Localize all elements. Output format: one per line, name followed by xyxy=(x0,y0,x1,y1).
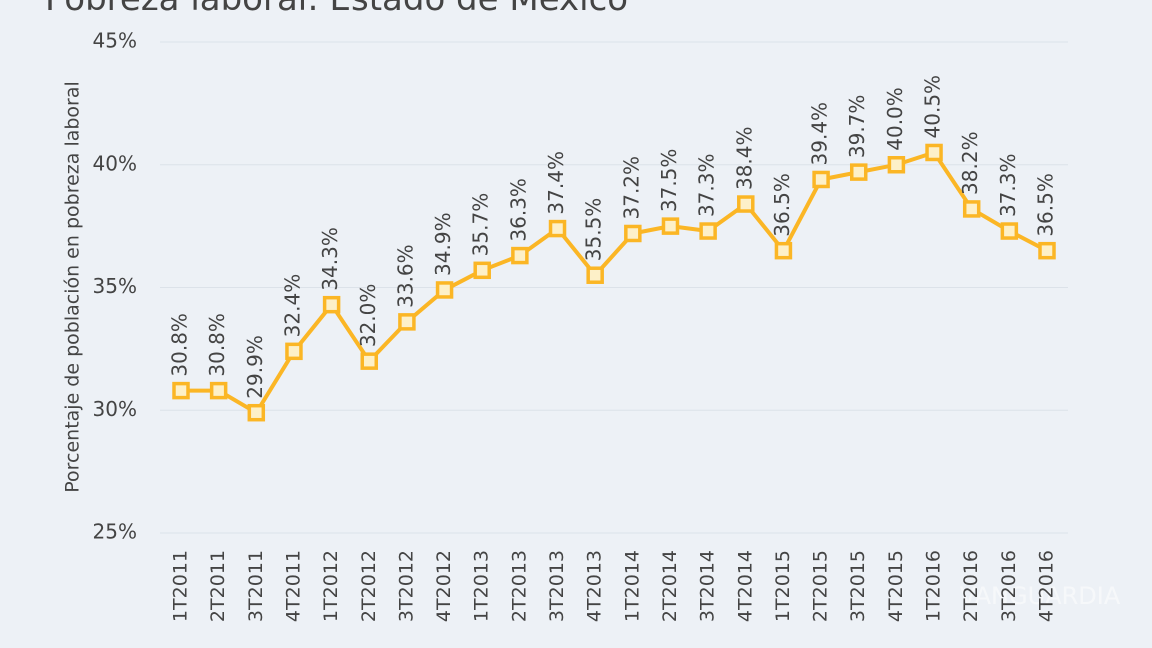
marker xyxy=(322,295,341,314)
marker xyxy=(925,143,943,162)
y-axis-label: Porcentaje de población en pobreza labor… xyxy=(62,81,84,493)
value-label: 32.0% xyxy=(356,284,380,348)
x-tick-label: 1T2016 xyxy=(923,550,945,622)
value-label: 29.9% xyxy=(243,335,267,399)
x-tick-label: 4T2015 xyxy=(885,550,907,622)
x-tick-label: 3T2013 xyxy=(546,550,568,622)
value-label: 37.5% xyxy=(657,149,681,213)
marker xyxy=(737,195,755,213)
x-tick-label: 2T2013 xyxy=(508,550,530,622)
marker xyxy=(699,222,717,240)
marker xyxy=(209,381,228,400)
y-tick-label: 45% xyxy=(93,29,137,53)
value-label: 34.9% xyxy=(431,212,455,276)
value-label: 35.5% xyxy=(582,198,606,262)
x-tick-label: 1T2014 xyxy=(621,550,643,622)
marker xyxy=(247,403,266,422)
x-tick-label: 2T2014 xyxy=(659,550,681,622)
marker xyxy=(887,156,906,174)
marker xyxy=(435,281,454,299)
x-tick-label: 1T2015 xyxy=(772,550,794,622)
value-label: 36.3% xyxy=(506,178,530,242)
x-tick-label: 3T2016 xyxy=(998,550,1020,622)
x-tick-label: 3T2015 xyxy=(847,550,869,622)
x-tick-label: 2T2012 xyxy=(358,550,380,622)
marker xyxy=(962,200,981,218)
marker xyxy=(849,163,868,181)
x-tick-label: 4T2016 xyxy=(1036,550,1058,622)
x-tick-label: 4T2012 xyxy=(433,550,455,622)
marker xyxy=(624,224,642,243)
value-label: 33.6% xyxy=(393,244,417,308)
marker xyxy=(1038,241,1056,260)
value-label: 36.5% xyxy=(1034,173,1058,237)
value-label: 38.4% xyxy=(732,126,756,190)
value-label: 40.5% xyxy=(921,75,945,139)
x-tick-label: 4T2014 xyxy=(734,550,756,622)
value-label: 35.7% xyxy=(469,193,493,257)
value-label: 30.8% xyxy=(168,313,192,377)
marker xyxy=(1000,222,1019,240)
marker xyxy=(285,342,303,361)
y-tick-label: 35% xyxy=(93,274,137,298)
marker xyxy=(398,313,416,331)
x-tick-label: 2T2016 xyxy=(960,550,982,622)
marker xyxy=(548,219,567,238)
value-label: 30.8% xyxy=(205,313,229,377)
marker xyxy=(661,217,680,235)
y-tick-label: 30% xyxy=(93,397,137,421)
value-label: 37.4% xyxy=(544,151,568,215)
x-tick-label: 1T2011 xyxy=(170,550,192,622)
value-label: 32.4% xyxy=(280,274,304,338)
y-tick-label: 40% xyxy=(93,151,137,175)
value-label: 37.3% xyxy=(996,153,1020,217)
marker xyxy=(360,352,379,370)
marker xyxy=(774,241,793,260)
x-tick-label: 1T2013 xyxy=(471,550,493,622)
x-tick-label: 2T2011 xyxy=(207,550,229,622)
chart-title: Pobreza laboral: Estado de México xyxy=(45,0,628,19)
value-label: 39.4% xyxy=(808,102,832,166)
marker xyxy=(473,261,491,280)
y-tick-label: 25% xyxy=(93,520,137,544)
x-tick-label: 3T2011 xyxy=(245,550,267,622)
value-label: 34.3% xyxy=(318,227,342,291)
value-label: 37.3% xyxy=(695,153,719,217)
watermark: VANGUARDIA xyxy=(960,582,1121,610)
value-label: 38.2% xyxy=(958,131,982,195)
marker xyxy=(511,246,529,265)
value-label: 37.2% xyxy=(619,156,643,220)
marker xyxy=(812,170,830,189)
x-tick-label: 4T2011 xyxy=(282,550,304,622)
x-tick-label: 3T2012 xyxy=(395,550,417,622)
marker xyxy=(172,381,190,400)
x-tick-label: 2T2015 xyxy=(810,550,832,622)
value-label: 36.5% xyxy=(770,173,794,237)
x-tick-label: 4T2013 xyxy=(584,550,606,622)
x-tick-label: 3T2014 xyxy=(697,550,719,622)
x-tick-label: 1T2012 xyxy=(320,550,342,622)
value-label: 39.7% xyxy=(845,95,869,159)
marker xyxy=(586,266,604,284)
value-label: 40.0% xyxy=(883,87,907,151)
